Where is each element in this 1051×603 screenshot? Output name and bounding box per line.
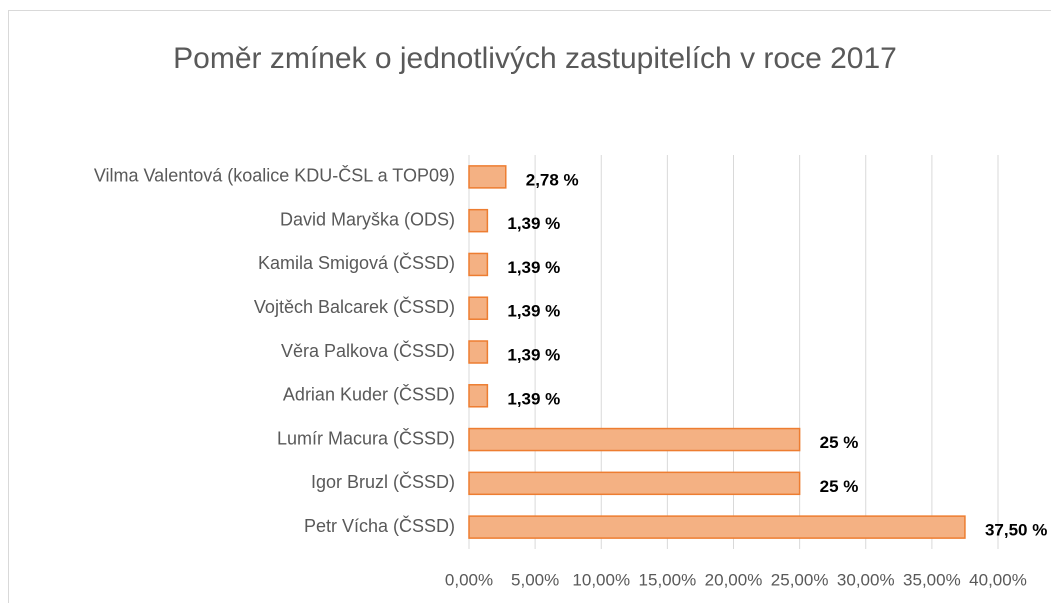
data-label: 1,39 % <box>507 302 560 321</box>
bar <box>468 296 489 320</box>
data-label: 37,50 % <box>985 521 1047 540</box>
data-label: 1,39 % <box>507 258 560 277</box>
bar <box>468 340 489 364</box>
x-tick-label: 10,00% <box>572 570 630 589</box>
bar <box>468 427 801 452</box>
bar <box>468 384 489 408</box>
data-label: 1,39 % <box>507 389 560 408</box>
data-label: 25 % <box>820 433 859 452</box>
bar <box>468 165 507 189</box>
y-tick-label: Kamila Smigová (ČSSD) <box>258 252 455 273</box>
y-tick-label: Věra Palkova (ČSSD) <box>281 340 455 361</box>
data-label: 2,78 % <box>526 170 579 189</box>
bar <box>468 208 489 233</box>
y-tick-label: David Maryška (ODS) <box>280 209 455 229</box>
y-tick-label: Igor Bruzl (ČSSD) <box>311 471 455 492</box>
x-tick-label: 20,00% <box>705 570 763 589</box>
x-tick-label: 15,00% <box>639 570 697 589</box>
y-tick-label: Petr Vícha (ČSSD) <box>304 515 455 536</box>
x-tick-label: 30,00% <box>837 570 895 589</box>
chart-border <box>8 10 1051 603</box>
y-tick-label: Vilma Valentová (koalice KDU-ČSL a TOP09… <box>94 165 455 186</box>
data-label: 1,39 % <box>507 345 560 364</box>
data-label: 25 % <box>820 477 859 496</box>
y-tick-label: Vojtěch Balcarek (ČSSD) <box>254 296 455 317</box>
y-tick-label: Adrian Kuder (ČSSD) <box>283 384 455 405</box>
bar <box>468 471 801 496</box>
x-tick-label: 35,00% <box>903 570 961 589</box>
bar <box>468 515 966 539</box>
x-tick-label: 25,00% <box>771 570 829 589</box>
y-tick-label: Lumír Macura (ČSSD) <box>277 427 455 448</box>
x-tick-label: 5,00% <box>511 570 559 589</box>
chart-title: Poměr zmínek o jednotlivých zastupitelíc… <box>173 42 897 75</box>
data-label: 1,39 % <box>507 214 560 233</box>
bar <box>468 252 489 277</box>
x-tick-label: 0,00% <box>445 570 493 589</box>
x-tick-label: 40,00% <box>969 570 1027 589</box>
